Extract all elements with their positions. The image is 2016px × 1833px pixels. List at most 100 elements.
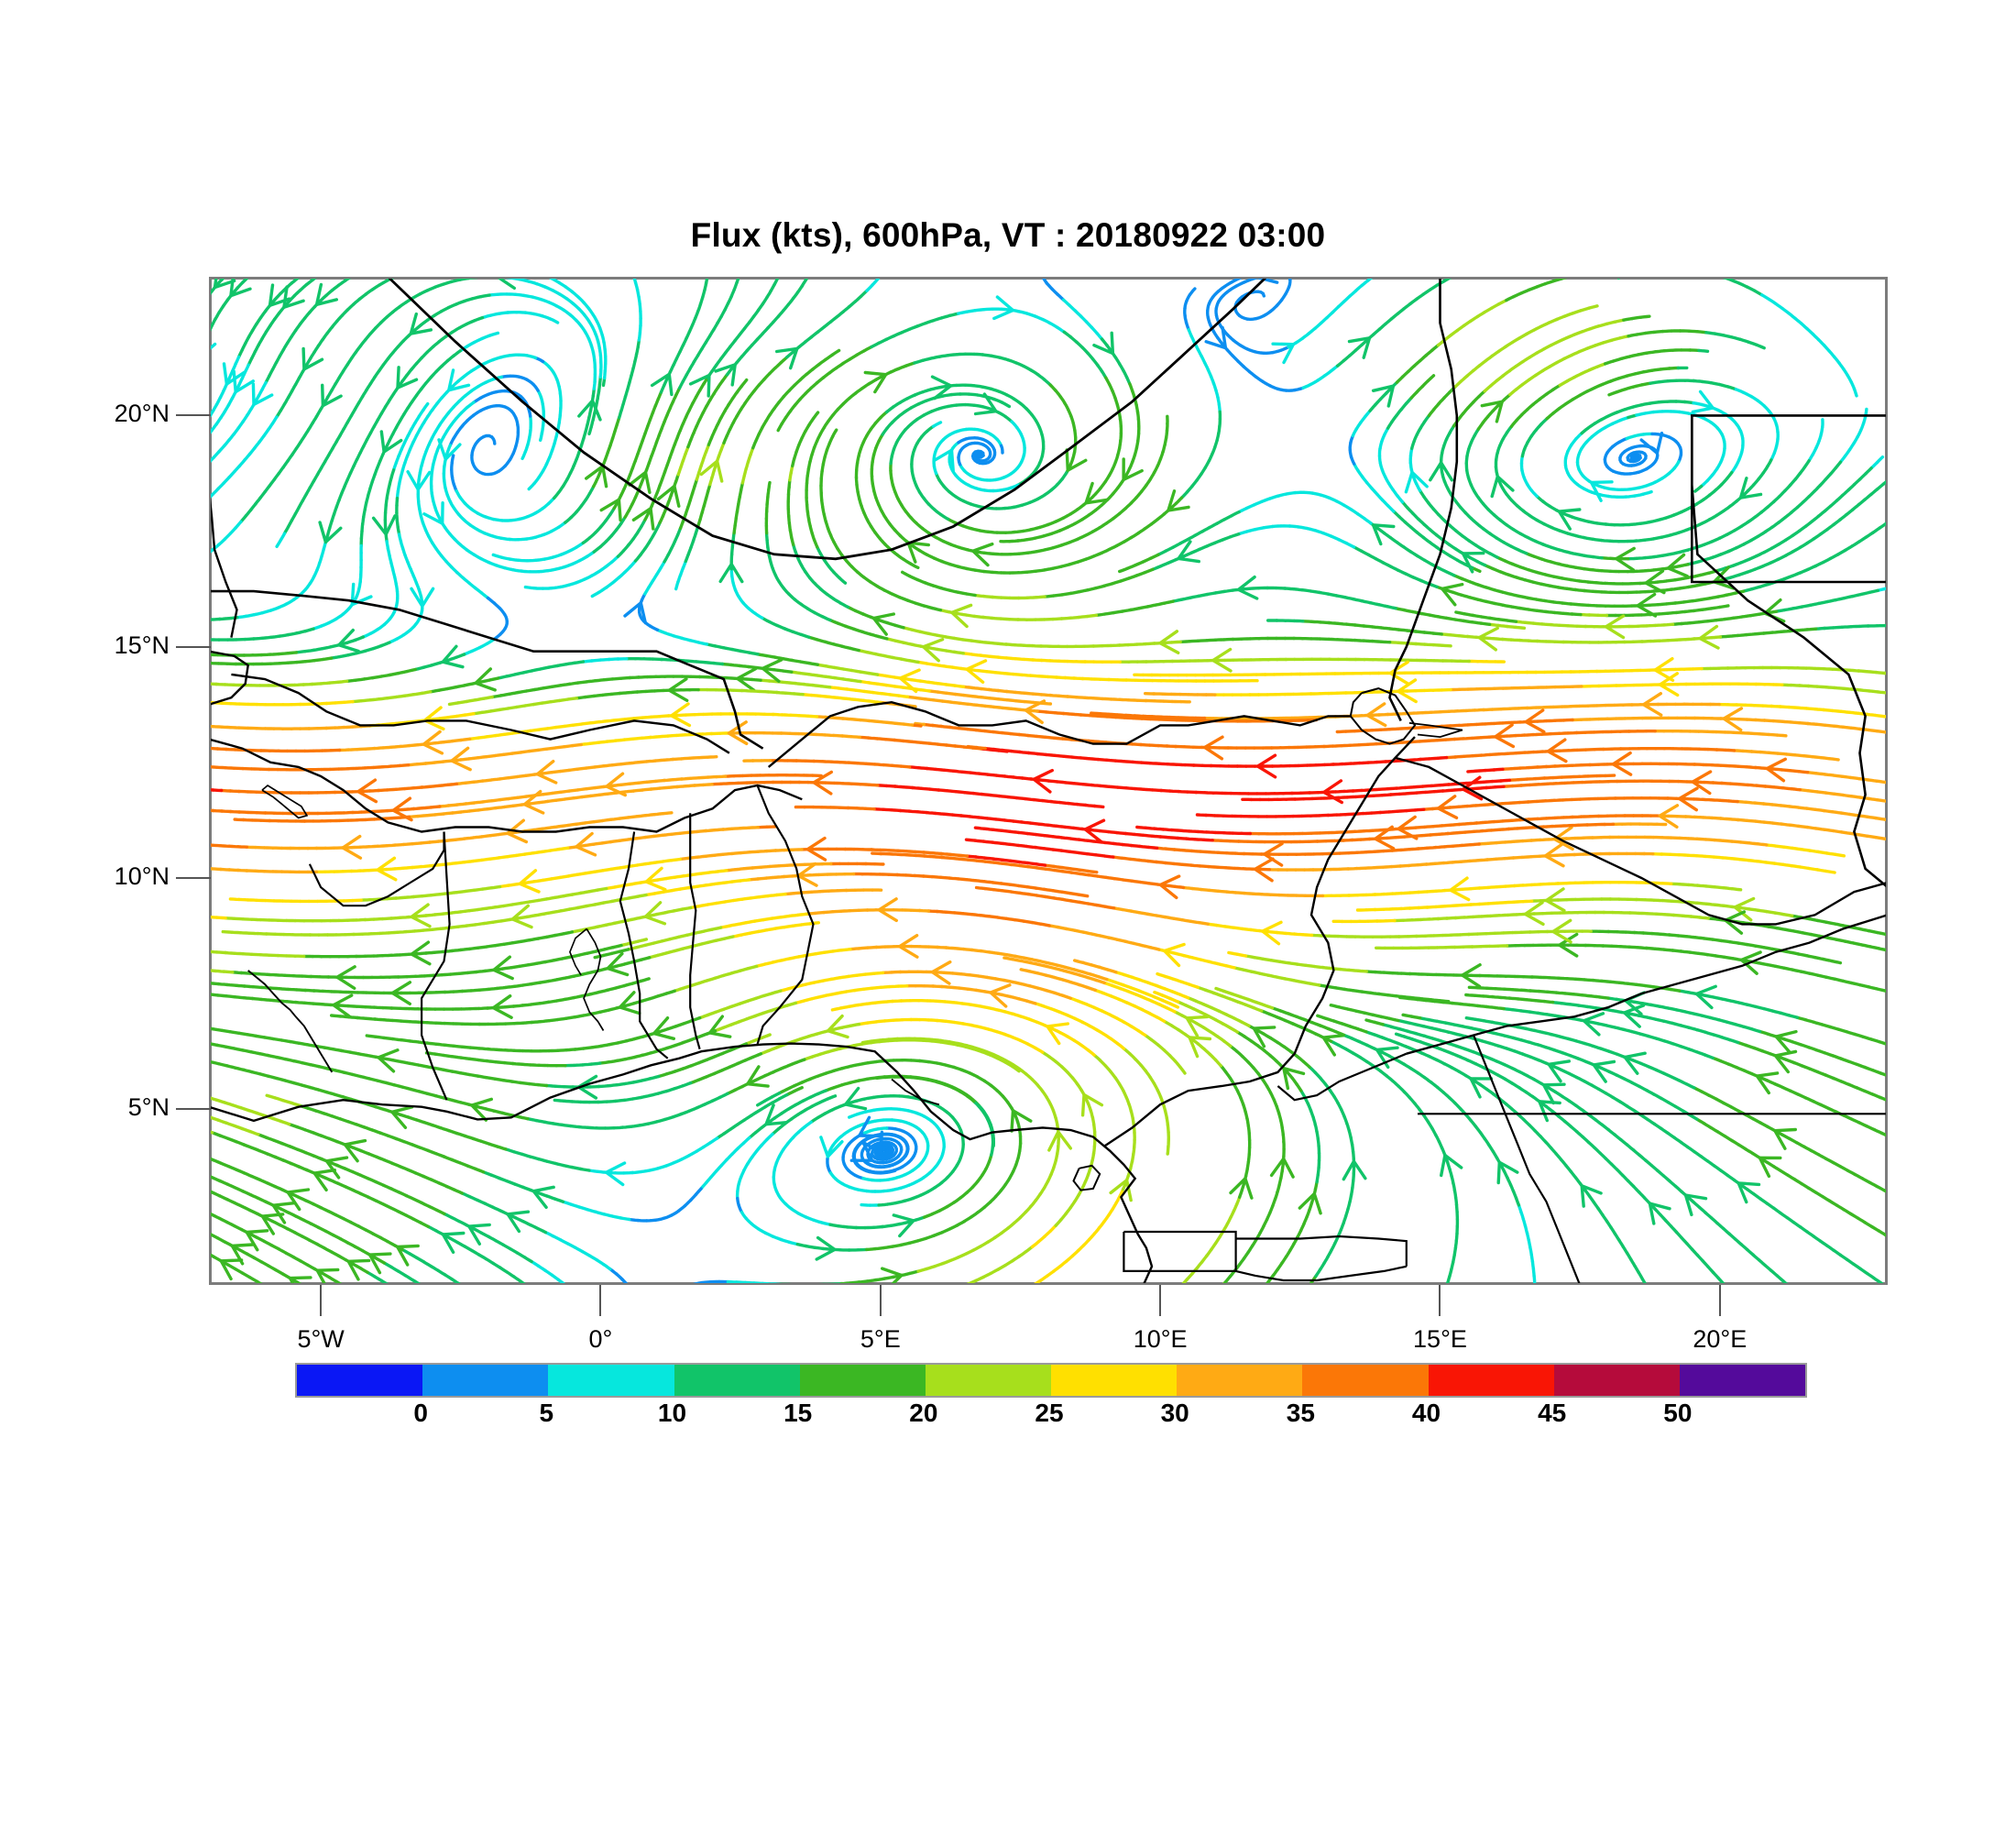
- streamline-arrow-head-icon: [1321, 1034, 1346, 1057]
- streamline-segment: [1000, 401, 1012, 409]
- streamline-arrow-head-icon: [1558, 932, 1579, 958]
- streamline-segment: [1426, 374, 1436, 383]
- streamline-segment: [418, 1282, 421, 1283]
- streamline-arrow-head-icon: [1388, 660, 1410, 686]
- streamline-arrow-head-icon: [718, 562, 744, 584]
- streamline-arrow-head-icon: [1722, 707, 1744, 732]
- streamline-arrow-head-icon: [324, 1156, 349, 1180]
- streamline-arrow-head-icon: [350, 582, 373, 607]
- streamline-segment: [265, 1093, 277, 1100]
- streamline-arrow-head-icon: [812, 770, 833, 796]
- streamline-arrow-head-icon: [441, 644, 465, 669]
- streamline-arrow-head-icon: [1269, 1157, 1295, 1179]
- streamline-arrow-head-icon: [1658, 672, 1680, 697]
- streamline-arrow-head-icon: [761, 658, 783, 683]
- streamline-segment: [365, 1034, 378, 1038]
- streamline-arrow-head-icon: [1177, 540, 1200, 564]
- streamline-arrow-head-icon: [1404, 470, 1429, 494]
- streamline-arrow-head-icon: [410, 940, 432, 966]
- streamline-arrow-head-icon: [1477, 626, 1499, 652]
- streamline-arrow-head-icon: [881, 1267, 904, 1283]
- streamline-segment: [1467, 985, 1480, 990]
- streamline-arrow-head-icon: [1580, 1184, 1603, 1208]
- streamline-arrow-head-icon: [1203, 735, 1224, 761]
- streamline-arrow-head-icon: [406, 470, 432, 491]
- streamline-map-svg: [211, 279, 1886, 1283]
- streamline-arrow-head-icon: [371, 514, 397, 536]
- streamline-segment: [1445, 1281, 1450, 1283]
- streamline-segment: [966, 744, 979, 750]
- streamline-arrow-head-icon: [992, 295, 1015, 321]
- streamline-arrow-head-icon: [922, 638, 945, 663]
- streamline-segment: [811, 411, 820, 421]
- streamline-segment: [593, 953, 606, 960]
- streamline-arrow-head-icon: [1046, 1022, 1069, 1046]
- streamline-segment: [735, 279, 740, 285]
- streamline-segment: [756, 1099, 767, 1107]
- streamline-arrow-head-icon: [1653, 657, 1675, 682]
- streamline-segment: [848, 1113, 860, 1119]
- streamline-segment: [1884, 521, 1886, 525]
- streamline-segment: [228, 897, 241, 902]
- streamline-segment: [1156, 971, 1167, 979]
- streamline-arrow-head-icon: [1774, 1029, 1798, 1054]
- streamline-segment: [457, 1281, 461, 1283]
- streamline-segment: [1329, 1004, 1342, 1009]
- streamline-arrow-head-icon: [1524, 708, 1546, 734]
- streamline-segment: [211, 682, 218, 686]
- streamline-segment: [211, 765, 219, 769]
- streamline-arrow-head-icon: [1698, 624, 1720, 650]
- streamline-segment: [1118, 566, 1130, 574]
- streamline-arrow-head-icon: [1185, 1015, 1210, 1037]
- streamline-arrow-head-icon: [1261, 920, 1283, 946]
- streamline-arrow-head-icon: [764, 1103, 788, 1126]
- streamline-arrow-head-icon: [1010, 1109, 1033, 1133]
- streamline-segment: [1454, 610, 1466, 616]
- streamline-segment: [211, 1157, 215, 1162]
- streamline-arrow-head-icon: [965, 659, 988, 684]
- streamline-arrow-head-icon: [474, 667, 497, 692]
- streamline-arrow-head-icon: [643, 901, 667, 926]
- streamline-arrow-head-icon: [1047, 1130, 1072, 1152]
- streamline-arrow-head-icon: [1494, 723, 1516, 749]
- streamline-segment: [211, 1175, 214, 1180]
- streamline-segment: [211, 788, 214, 792]
- streamline-segment: [974, 885, 987, 891]
- streamline-segment: [1884, 587, 1886, 590]
- streamline-arrow-head-icon: [736, 667, 758, 692]
- streamline-segment: [931, 421, 943, 428]
- streamline-segment: [211, 1130, 214, 1135]
- streamline-arrow-head-icon: [1365, 702, 1387, 728]
- streamline-arrow-head-icon: [379, 430, 403, 454]
- streamline-segment: [211, 949, 219, 954]
- streamline-segment: [901, 570, 912, 578]
- streamline-arrow-head-icon: [1636, 592, 1658, 618]
- streamline-segment: [831, 1281, 843, 1283]
- streamline-arrow-head-icon: [628, 470, 652, 494]
- streamline-arrow-head-icon: [1641, 692, 1663, 717]
- streamline-segment: [1364, 1018, 1376, 1025]
- streamline-segment: [211, 843, 214, 847]
- streamline-arrow-head-icon: [337, 628, 360, 653]
- streamline-segment: [740, 378, 749, 388]
- streamline-segment: [914, 721, 926, 727]
- streamline-arrow-head-icon: [950, 603, 973, 629]
- streamline-arrow-head-icon: [1469, 1077, 1494, 1099]
- map-plot-area: [209, 277, 1888, 1285]
- streamline-segment: [767, 480, 772, 492]
- streamline-arrow-head-icon: [531, 1185, 555, 1209]
- streamline-arrow-head-icon: [1236, 575, 1259, 600]
- streamline-segment: [447, 701, 460, 707]
- streamline-segment: [1316, 1014, 1328, 1020]
- streamline-arrow-head-icon: [1084, 481, 1108, 505]
- streamline-segment: [1638, 314, 1651, 319]
- streamline-arrow-head-icon: [1440, 1153, 1463, 1178]
- streamline-arrow-head-icon: [1441, 582, 1464, 607]
- streamline-layer: [211, 279, 1886, 1283]
- streamline-arrow-head-icon: [1397, 678, 1418, 704]
- streamline-arrow-head-icon: [1109, 1179, 1133, 1202]
- streamline-arrow-head-icon: [1551, 918, 1572, 944]
- streamline-segment: [830, 1006, 843, 1012]
- streamline-arrow-head-icon: [1371, 523, 1396, 546]
